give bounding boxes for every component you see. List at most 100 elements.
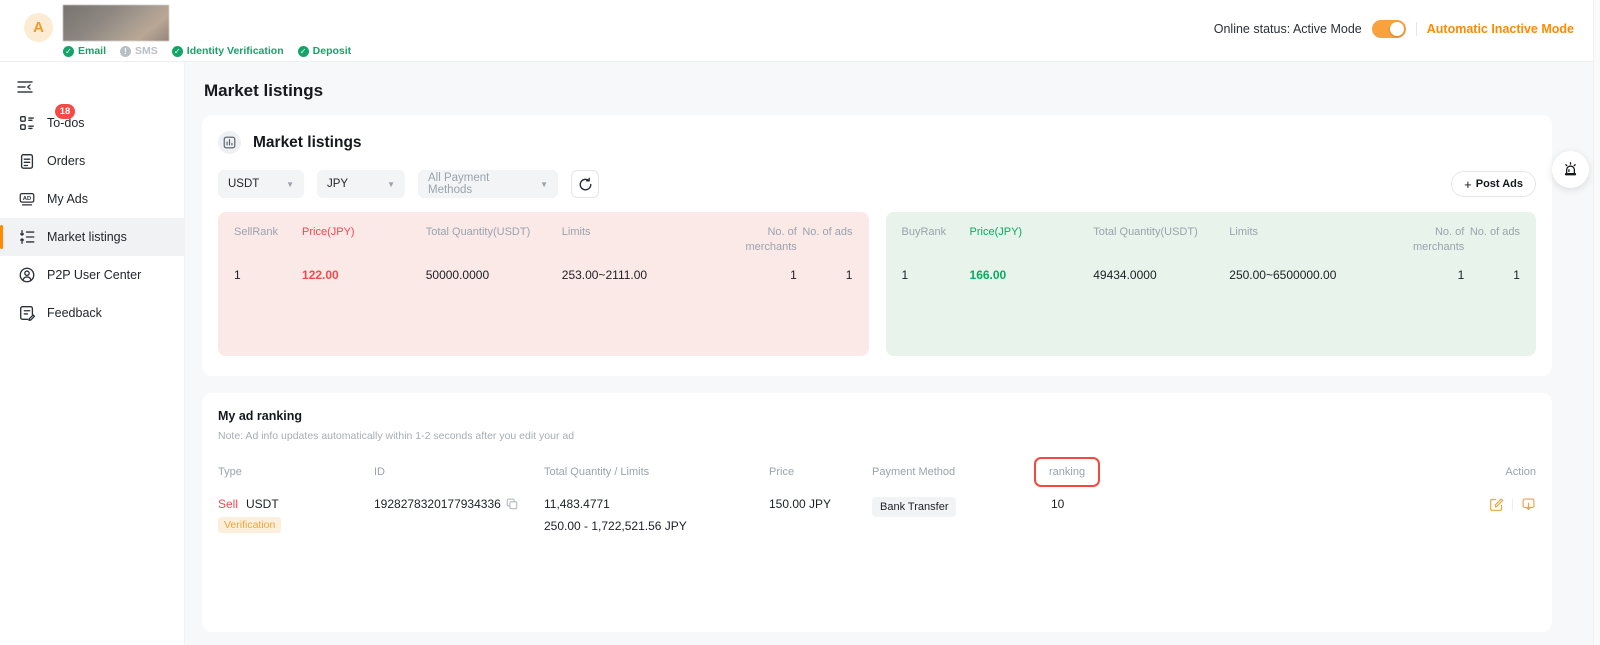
- sell-rank-value: 1: [234, 267, 241, 282]
- payment-method-chip: Bank Transfer: [872, 497, 957, 517]
- check-circle-icon: ✓: [63, 45, 74, 57]
- svg-text:AD: AD: [23, 196, 31, 202]
- ad-limits: 250.00 - 1,722,521.56 JPY: [544, 519, 687, 533]
- sell-panel-row: 1 122.00 50000.0000 253.00~2111.00 1 1: [234, 268, 853, 282]
- col-buyrank: BuyRank: [901, 226, 947, 238]
- col-quantity-limits: Total Quantity / Limits: [544, 466, 650, 478]
- chevron-down-icon: ▼: [387, 179, 395, 189]
- col-total-quantity: Total Quantity(USDT): [1093, 226, 1198, 238]
- sell-limits-value: 253.00~2111.00: [561, 267, 648, 282]
- sidebar-nav: To-dos 18 Orders AD: [0, 104, 184, 332]
- col-price: Price: [769, 466, 795, 478]
- sidebar: To-dos 18 Orders AD: [0, 62, 185, 645]
- sidebar-item-feedback[interactable]: Feedback: [0, 294, 184, 332]
- todos-count-badge: 18: [55, 104, 75, 119]
- sidebar-item-market-listings[interactable]: Market listings: [0, 218, 184, 256]
- badge-sms: ! SMS: [120, 45, 158, 57]
- col-type: Type: [218, 466, 242, 478]
- edit-ad-button[interactable]: [1489, 497, 1504, 512]
- siren-alarm-icon: [1564, 162, 1577, 176]
- ranking-card-title: My ad ranking: [218, 409, 303, 423]
- sidebar-item-label: My Ads: [47, 192, 88, 206]
- fiat-select-value: JPY: [327, 178, 349, 190]
- ad-coin: USDT: [246, 497, 279, 511]
- payment-method-select[interactable]: All Payment Methods ▼: [418, 170, 558, 198]
- ad-price: 150.00 JPY: [769, 497, 832, 511]
- col-action: Action: [1505, 466, 1536, 478]
- verification-badge: Verification: [218, 517, 282, 533]
- sidebar-item-label: To-dos: [47, 116, 85, 130]
- exclamation-circle-icon: !: [120, 45, 132, 57]
- col-id: ID: [374, 466, 385, 478]
- sidebar-collapse-button[interactable]: [0, 74, 184, 104]
- divider: [1415, 22, 1417, 36]
- col-total-quantity: Total Quantity(USDT): [425, 226, 531, 238]
- scrollbar[interactable]: [1593, 0, 1600, 645]
- ranking-card-note: Note: Ad info updates automatically with…: [218, 430, 575, 442]
- chevron-down-icon: ▼: [540, 179, 548, 189]
- check-circle-icon: ✓: [297, 45, 309, 57]
- col-ads: No. of ads: [1469, 226, 1520, 238]
- badge-label: Email: [78, 45, 107, 57]
- check-circle-icon: ✓: [171, 45, 183, 57]
- sidebar-item-orders[interactable]: Orders: [0, 142, 184, 180]
- sidebar-item-p2p-user-center[interactable]: P2P User Center: [0, 256, 184, 294]
- post-ads-button[interactable]: + Post Ads: [1451, 171, 1536, 197]
- online-status-toggle[interactable]: [1371, 20, 1406, 38]
- main-content: Market listings Market listings USDT ▼ J…: [185, 62, 1600, 645]
- col-limits: Limits: [561, 226, 591, 238]
- buy-price-value: 166.00: [969, 267, 1007, 282]
- sidebar-item-todos[interactable]: To-dos 18: [0, 104, 184, 142]
- col-ads: No. of ads: [802, 226, 853, 238]
- online-status-block: Online status: Active Mode Automatic Ina…: [1214, 0, 1574, 38]
- buy-panel-header: BuyRank Price(JPY) Total Quantity(USDT) …: [902, 225, 1521, 255]
- sell-ads-value: 1: [845, 267, 853, 282]
- sidebar-item-label: P2P User Center: [47, 268, 142, 282]
- sidebar-item-my-ads[interactable]: AD My Ads: [0, 180, 184, 218]
- ad-total-quantity: 11,483.4771: [544, 497, 610, 511]
- coin-select[interactable]: USDT ▼: [218, 170, 304, 198]
- avatar[interactable]: A: [24, 13, 53, 42]
- todo-list-icon: [18, 114, 36, 132]
- ad-ranking-value: 10: [1051, 497, 1065, 511]
- buy-ads-value: 1: [1513, 267, 1520, 282]
- sell-rank-panel: SellRank Price(JPY) Total Quantity(USDT)…: [218, 212, 869, 356]
- my-ad-ranking-card: My ad ranking Note: Ad info updates auto…: [202, 393, 1552, 632]
- sidebar-item-label: Orders: [47, 154, 86, 168]
- top-bar: A ✓ Email ! SMS ✓ Identity Verification …: [0, 0, 1600, 62]
- card-title: Market listings: [253, 133, 362, 151]
- automatic-inactive-mode-link[interactable]: Automatic Inactive Mode: [1426, 22, 1574, 36]
- market-list-icon: [18, 228, 36, 246]
- edit-icon: [1490, 498, 1504, 511]
- badge-email: ✓ Email: [63, 45, 106, 57]
- user-circle-icon: [18, 266, 36, 284]
- sell-price-value: 122.00: [302, 267, 339, 282]
- ranking-table-row: Sell USDT Verification 19282783201779343…: [218, 497, 1536, 533]
- buy-rank-panel: BuyRank Price(JPY) Total Quantity(USDT) …: [885, 212, 1536, 356]
- filter-row: USDT ▼ JPY ▼ All Payment Methods ▼: [218, 170, 1536, 198]
- sell-panel-header: SellRank Price(JPY) Total Quantity(USDT)…: [234, 225, 853, 255]
- col-sellrank: SellRank: [234, 226, 279, 238]
- sidebar-item-label: Feedback: [47, 306, 102, 320]
- refresh-icon: [579, 177, 591, 190]
- sidebar-item-label: Market listings: [47, 230, 127, 244]
- coin-select-value: USDT: [228, 178, 260, 190]
- delist-ad-button[interactable]: [1521, 497, 1536, 512]
- sell-merchants-value: 1: [790, 267, 797, 282]
- col-price: Price(JPY): [302, 226, 355, 238]
- sell-quantity-value: 50000.0000: [425, 267, 490, 282]
- avatar-letter: A: [33, 19, 44, 36]
- ad-side: Sell: [218, 497, 239, 511]
- refresh-button[interactable]: [571, 170, 599, 198]
- market-listings-card: Market listings USDT ▼ JPY ▼ All Payment…: [202, 115, 1552, 376]
- copy-icon[interactable]: [506, 498, 518, 510]
- badge-deposit: ✓ Deposit: [297, 45, 352, 57]
- alarm-fab-button[interactable]: [1552, 151, 1589, 188]
- badge-label: SMS: [135, 45, 158, 57]
- ranking-table-header: Type ID Total Quantity / Limits Price Pa…: [218, 455, 1536, 489]
- badge-label: Deposit: [312, 45, 352, 57]
- col-payment-method: Payment Method: [872, 466, 956, 478]
- divider: [1512, 498, 1513, 511]
- fiat-select[interactable]: JPY ▼: [317, 170, 405, 198]
- plus-icon: +: [1464, 176, 1472, 192]
